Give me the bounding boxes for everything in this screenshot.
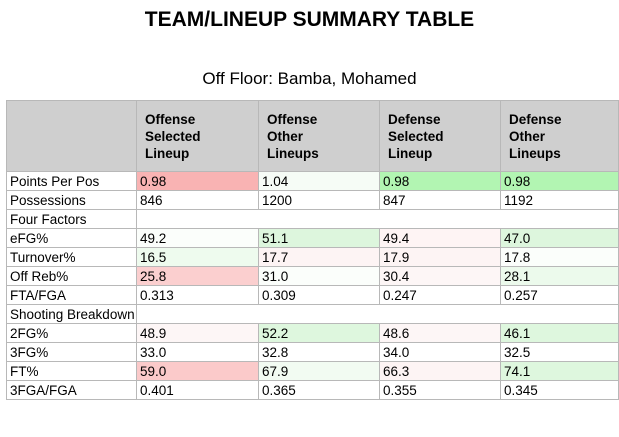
value-cell: 0.345	[500, 380, 619, 400]
value-cell: 47.0	[500, 228, 619, 248]
row-label: 2FG%	[6, 323, 137, 343]
table-row: FTA/FGA 0.313 0.309 0.247 0.257	[6, 285, 619, 305]
table-body: Points Per Pos 0.98 1.04 0.98 0.98 Possession…	[6, 171, 619, 400]
value-cell: 0.98	[379, 171, 501, 191]
value-cell: 0.247	[379, 285, 501, 305]
header-line: Lineups	[509, 145, 561, 161]
table-row: FT% 59.0 67.9 66.3 74.1	[6, 361, 619, 381]
page-subtitle: Off Floor: Bamba, Mohamed	[202, 69, 417, 88]
value-cell: 33.0	[136, 342, 259, 362]
header-line: Selected	[145, 128, 201, 144]
value-cell: 49.4	[379, 228, 501, 248]
value-cell: 74.1	[500, 361, 619, 381]
table-row: Turnover% 16.5 17.7 17.9 17.8	[6, 247, 619, 267]
value-cell: 0.309	[258, 285, 380, 305]
value-cell: 1192	[500, 190, 619, 210]
row-label: Four Factors	[6, 209, 137, 229]
header-line: Lineups	[267, 145, 319, 161]
value-cell: 51.1	[258, 228, 380, 248]
value-cell: 17.9	[379, 247, 501, 267]
header-offense-other: Offense Other Lineups	[258, 100, 380, 172]
value-cell: 17.7	[258, 247, 380, 267]
row-label: 3FGA/FGA	[6, 380, 137, 400]
value-cell: 0.401	[136, 380, 259, 400]
value-cell: 25.8	[136, 266, 259, 286]
table-row: Points Per Pos 0.98 1.04 0.98 0.98	[6, 171, 619, 191]
header-line: Offense	[267, 111, 318, 127]
header-offense-selected: Offense Selected Lineup	[136, 100, 259, 172]
value-cell: 31.0	[258, 266, 380, 286]
section-row: Four Factors	[6, 209, 619, 229]
header-corner-cell	[6, 100, 137, 172]
value-cell: 66.3	[379, 361, 501, 381]
value-cell: 46.1	[500, 323, 619, 343]
row-label: eFG%	[6, 228, 137, 248]
section-spacer-cell	[136, 304, 619, 324]
value-cell: 30.4	[379, 266, 501, 286]
header-line: Selected	[388, 128, 444, 144]
value-cell: 48.9	[136, 323, 259, 343]
value-cell: 0.98	[136, 171, 259, 191]
header-line: Lineup	[145, 145, 190, 161]
value-cell: 28.1	[500, 266, 619, 286]
value-cell: 847	[379, 190, 501, 210]
row-label: Possessions	[6, 190, 137, 210]
table-header-row: Offense Selected Lineup Offense Other Li…	[6, 100, 619, 172]
value-cell: 16.5	[136, 247, 259, 267]
value-cell: 49.2	[136, 228, 259, 248]
value-cell: 0.257	[500, 285, 619, 305]
header-defense-other: Defense Other Lineups	[500, 100, 619, 172]
header-line: Other	[509, 128, 546, 144]
table-row: eFG% 49.2 51.1 49.4 47.0	[6, 228, 619, 248]
table-row: 3FGA/FGA 0.401 0.365 0.355 0.345	[6, 380, 619, 400]
value-cell: 59.0	[136, 361, 259, 381]
header-line: Other	[267, 128, 304, 144]
header-line: Defense	[509, 111, 562, 127]
value-cell: 1.04	[258, 171, 380, 191]
value-cell: 67.9	[258, 361, 380, 381]
value-cell: 32.5	[500, 342, 619, 362]
table-row: 3FG% 33.0 32.8 34.0 32.5	[6, 342, 619, 362]
value-cell: 52.2	[258, 323, 380, 343]
row-label: FT%	[6, 361, 137, 381]
value-cell: 32.8	[258, 342, 380, 362]
value-cell: 1200	[258, 190, 380, 210]
row-label: FTA/FGA	[6, 285, 137, 305]
table-row: 2FG% 48.9 52.2 48.6 46.1	[6, 323, 619, 343]
value-cell: 0.98	[500, 171, 619, 191]
row-label: Off Reb%	[6, 266, 137, 286]
value-cell: 0.365	[258, 380, 380, 400]
section-row: Shooting Breakdown	[6, 304, 619, 324]
value-cell: 0.313	[136, 285, 259, 305]
value-cell: 48.6	[379, 323, 501, 343]
row-label: 3FG%	[6, 342, 137, 362]
value-cell: 0.355	[379, 380, 501, 400]
header-line: Offense	[145, 111, 196, 127]
table-row: Off Reb% 25.8 31.0 30.4 28.1	[6, 266, 619, 286]
row-label: Turnover%	[6, 247, 137, 267]
table-row: Possessions 846 1200 847 1192	[6, 190, 619, 210]
row-label: Points Per Pos	[6, 171, 137, 191]
value-cell: 34.0	[379, 342, 501, 362]
page-title: TEAM/LINEUP SUMMARY TABLE	[144, 8, 475, 31]
section-spacer-cell	[136, 209, 619, 229]
row-label: Shooting Breakdown	[6, 304, 137, 324]
header-line: Defense	[388, 111, 441, 127]
summary-table: Offense Selected Lineup Offense Other Li…	[6, 100, 619, 400]
value-cell: 846	[136, 190, 259, 210]
header-defense-selected: Defense Selected Lineup	[379, 100, 501, 172]
value-cell: 17.8	[500, 247, 619, 267]
header-line: Lineup	[388, 145, 433, 161]
